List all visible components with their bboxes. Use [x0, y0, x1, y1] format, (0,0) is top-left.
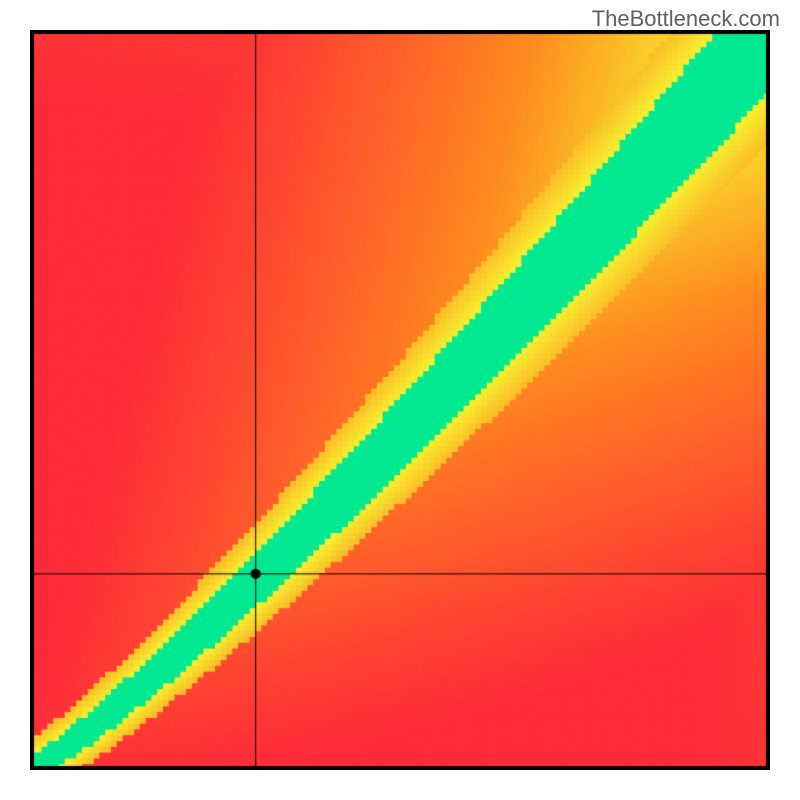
heatmap-canvas [30, 30, 770, 770]
chart-container: TheBottleneck.com [0, 0, 800, 800]
watermark-text: TheBottleneck.com [592, 6, 780, 32]
heatmap-plot [30, 30, 770, 770]
